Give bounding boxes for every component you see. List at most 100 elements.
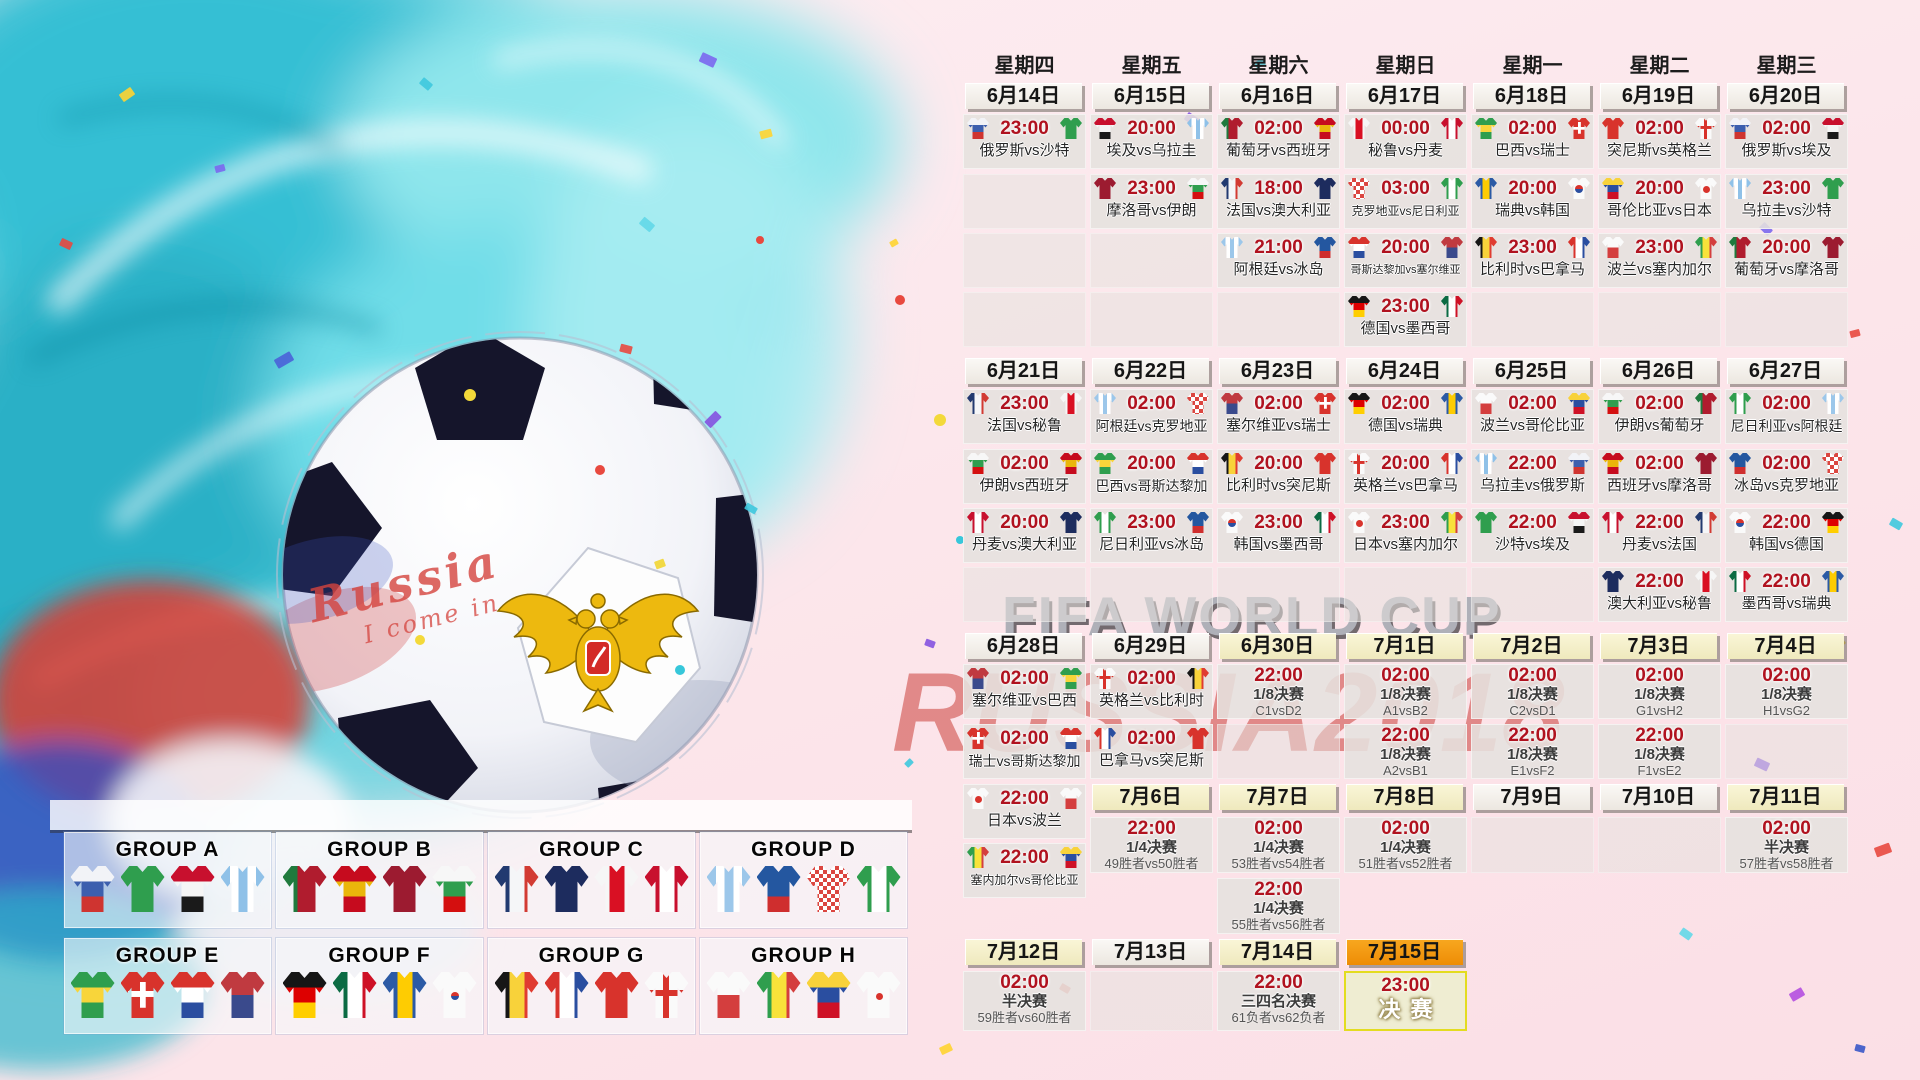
match-row: 20:00 xyxy=(1344,449,1467,474)
match-cell: 22:00 日本vs波兰 xyxy=(963,784,1086,839)
date-button[interactable]: 6月26日 xyxy=(1600,358,1717,384)
date-button[interactable]: 7月9日 xyxy=(1473,784,1590,810)
away-jersey-icon xyxy=(1186,178,1209,199)
home-jersey-icon xyxy=(1602,571,1624,592)
team-jersey-icon xyxy=(382,972,427,1018)
away-jersey-icon xyxy=(1440,393,1463,414)
match-time: 20:00 xyxy=(1762,236,1811,258)
match-cell: 02:00 伊朗vs西班牙 xyxy=(963,449,1086,504)
empty-cell xyxy=(1090,971,1213,1031)
match-cell: 02:00 伊朗vs葡萄牙 xyxy=(1598,389,1721,444)
date-button[interactable]: 7月15日 xyxy=(1346,939,1463,965)
date-button[interactable]: 6月15日 xyxy=(1092,83,1209,109)
match-teams: 秘鲁vs丹麦 xyxy=(1367,142,1443,159)
match-row: 23:00 xyxy=(1344,508,1467,533)
home-jersey-icon xyxy=(1475,453,1497,474)
group-panel: GROUP E xyxy=(64,938,271,1034)
match-row: 02:00 xyxy=(1725,449,1848,474)
date-button[interactable]: 7月10日 xyxy=(1600,784,1717,810)
knockout-cell: 22:00 1/4决赛 55胜者vs56胜者 xyxy=(1217,878,1340,934)
date-button[interactable]: 7月1日 xyxy=(1346,633,1463,659)
date-button[interactable]: 6月22日 xyxy=(1092,358,1209,384)
match-cell: 23:00 法国vs秘鲁 xyxy=(963,389,1086,444)
date-button[interactable]: 6月14日 xyxy=(965,83,1082,109)
date-button[interactable]: 6月24日 xyxy=(1346,358,1463,384)
date-button[interactable]: 6月25日 xyxy=(1473,358,1590,384)
home-jersey-icon xyxy=(1094,728,1116,749)
knockout-cell: 22:00 1/8决赛 A2vsB1 xyxy=(1344,724,1467,779)
date-button[interactable]: 6月27日 xyxy=(1727,358,1844,384)
empty-cell xyxy=(1217,567,1340,622)
match-time: 20:00 xyxy=(1381,452,1430,474)
date-button[interactable]: 7月11日 xyxy=(1727,784,1844,810)
date-button[interactable]: 7月12日 xyxy=(965,939,1082,965)
date-button[interactable]: 7月3日 xyxy=(1600,633,1717,659)
match-row: 22:00 xyxy=(963,784,1086,809)
home-jersey-icon xyxy=(1729,512,1751,533)
away-jersey-icon xyxy=(1313,393,1336,414)
date-button[interactable]: 6月29日 xyxy=(1092,633,1209,659)
home-jersey-icon xyxy=(967,512,989,533)
date-button[interactable]: 6月21日 xyxy=(965,358,1082,384)
match-cell: 02:00 冰岛vs克罗地亚 xyxy=(1725,449,1848,504)
groups-divider-band xyxy=(50,800,912,830)
date-button[interactable]: 6月30日 xyxy=(1219,633,1336,659)
checker-mark xyxy=(1186,393,1209,414)
match-row: 20:00 xyxy=(1090,449,1213,474)
match-row: 02:00 xyxy=(1344,389,1467,414)
match-row: 22:00 xyxy=(1598,567,1721,592)
match-time: 20:00 xyxy=(1381,236,1430,258)
away-jersey-icon xyxy=(1821,512,1844,533)
date-button[interactable]: 7月7日 xyxy=(1219,784,1336,810)
date-button[interactable]: 6月23日 xyxy=(1219,358,1336,384)
date-button[interactable]: 7月13日 xyxy=(1092,939,1209,965)
date-button[interactable]: 7月6日 xyxy=(1092,784,1209,810)
empty-cell xyxy=(1471,817,1594,873)
match-row: 02:00 xyxy=(1090,664,1213,689)
date-button[interactable]: 6月28日 xyxy=(965,633,1082,659)
match-time: 20:00 xyxy=(1127,117,1176,139)
date-button[interactable]: 7月2日 xyxy=(1473,633,1590,659)
match-teams: 埃及vs乌拉圭 xyxy=(1106,142,1197,159)
team-jersey-icon xyxy=(706,972,751,1018)
home-jersey-icon xyxy=(967,118,989,139)
taeguk-mark xyxy=(1574,184,1583,193)
date-button[interactable]: 7月4日 xyxy=(1727,633,1844,659)
home-jersey-icon xyxy=(1221,118,1243,139)
match-row: 02:00 xyxy=(963,664,1086,689)
match-row: 02:00 xyxy=(1090,724,1213,749)
russia-crest-icon xyxy=(496,593,700,713)
home-jersey-icon xyxy=(1094,453,1116,474)
match-row: 23:00 xyxy=(1090,174,1213,199)
home-jersey-icon xyxy=(967,393,989,414)
knockout-cell: 22:00 1/8决赛 C1vsD2 xyxy=(1217,664,1340,719)
match-cell: 02:00 塞尔维亚vs巴西 xyxy=(963,664,1086,719)
home-jersey-icon xyxy=(1602,393,1624,414)
match-row: 22:00 xyxy=(1725,508,1848,533)
match-row: 22:00 xyxy=(1598,508,1721,533)
away-jersey-icon xyxy=(1694,453,1717,474)
knockout-cell: 02:00 半决赛 57胜者vs58胜者 xyxy=(1725,817,1848,873)
empty-cell xyxy=(963,292,1086,347)
pairing-label: F1vsE2 xyxy=(1637,763,1682,778)
date-button[interactable]: 6月17日 xyxy=(1346,83,1463,109)
home-jersey-icon xyxy=(1729,393,1751,414)
date-button[interactable]: 6月18日 xyxy=(1473,83,1590,109)
match-row: 23:00 xyxy=(963,114,1086,139)
match-teams: 哥伦比亚vs日本 xyxy=(1606,202,1712,219)
match-row: 22:00 xyxy=(963,843,1086,868)
home-jersey-icon xyxy=(1602,118,1624,139)
knockout-cell: 02:00 1/4决赛 51胜者vs52胜者 xyxy=(1344,817,1467,873)
home-jersey-icon xyxy=(1602,178,1624,199)
match-teams: 韩国vs德国 xyxy=(1748,536,1824,553)
match-row: 23:00 xyxy=(1090,508,1213,533)
date-button[interactable]: 7月14日 xyxy=(1219,939,1336,965)
date-button[interactable]: 6月19日 xyxy=(1600,83,1717,109)
group-panel: GROUP G xyxy=(488,938,695,1034)
date-button[interactable]: 7月8日 xyxy=(1346,784,1463,810)
match-cell: 22:00 韩国vs德国 xyxy=(1725,508,1848,563)
empty-cell xyxy=(1471,292,1594,347)
date-button[interactable]: 6月20日 xyxy=(1727,83,1844,109)
date-button[interactable]: 6月16日 xyxy=(1219,83,1336,109)
